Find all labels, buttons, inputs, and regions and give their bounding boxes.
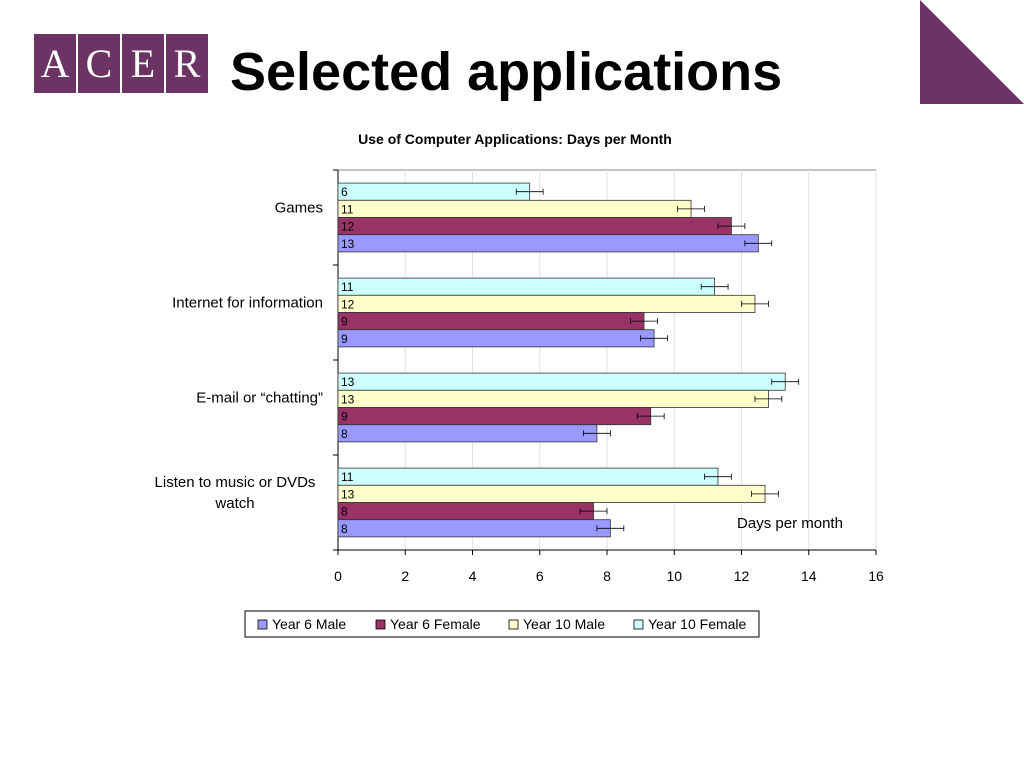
x-tick-label: 6 [536, 568, 544, 584]
acer-logo: A C E R [34, 34, 208, 93]
legend-entry: Year 10 Male [523, 616, 605, 632]
bar [337, 407, 652, 426]
x-tick-label: 10 [666, 568, 682, 584]
logo-letter-c: C [78, 34, 122, 93]
bar [337, 389, 769, 408]
legend-entry: Year 6 Female [390, 616, 481, 632]
data-label: 6 [341, 185, 348, 199]
data-label: 13 [341, 487, 355, 501]
x-tick-label: 2 [401, 568, 409, 584]
legend-box [244, 610, 760, 638]
bar [337, 312, 645, 331]
bar [337, 294, 756, 313]
category-label: Games [275, 200, 323, 217]
legend-entry: Year 10 Female [648, 616, 747, 632]
data-label: 12 [341, 297, 355, 311]
plot-area: 0 2 4 6 8 10 12 14 16 Games 6 11 12 13 Internet for in… [155, 169, 884, 584]
legend-swatch [257, 619, 268, 630]
data-label: 13 [341, 392, 355, 406]
data-label: 8 [341, 522, 348, 536]
corner-triangle-decoration [920, 0, 1024, 104]
data-label: 9 [341, 315, 348, 329]
bar [337, 234, 759, 253]
bar [337, 502, 594, 521]
data-label: 11 [341, 280, 354, 294]
data-label: 11 [341, 470, 354, 484]
bar [337, 484, 766, 503]
bar [337, 519, 611, 538]
legend-entry: Year 6 Male [272, 616, 346, 632]
bar [337, 372, 786, 391]
logo-letter-r: R [173, 41, 201, 86]
x-tick-label: 14 [801, 568, 817, 584]
x-tick-label: 16 [868, 568, 884, 584]
legend-swatch [508, 619, 519, 630]
logo-letter-e: E [122, 34, 166, 93]
category-label: watch [214, 495, 254, 512]
chart-title: Use of Computer Applications: Days per M… [358, 131, 672, 147]
legend: Year 6 Male Year 6 Female Year 10 Male Year… [244, 610, 760, 638]
bar [337, 182, 531, 201]
bar [337, 217, 732, 236]
data-label: 9 [341, 410, 348, 424]
x-tick-label: 0 [334, 568, 342, 584]
bar [337, 424, 598, 443]
data-label: 13 [341, 375, 355, 389]
bar [337, 199, 692, 218]
x-tick-label: 4 [469, 568, 477, 584]
x-tick-label: 12 [734, 568, 750, 584]
data-label: 8 [341, 505, 348, 519]
category-label: E-mail or “chatting” [196, 390, 323, 407]
data-label: 8 [341, 427, 348, 441]
slide-title: Selected applications [230, 42, 783, 102]
bar [337, 467, 719, 486]
x-axis-label: Days per month [737, 515, 843, 532]
bar [337, 277, 716, 296]
x-tick-label: 8 [603, 568, 611, 584]
data-label: 9 [341, 332, 348, 346]
acer-logo-letters: A C E R [34, 34, 208, 93]
bar [337, 329, 655, 348]
category-label: Internet for information [172, 295, 323, 312]
logo-letter-a: A [34, 34, 78, 93]
legend-swatch [375, 619, 386, 630]
data-label: 11 [341, 202, 354, 216]
data-label: 13 [341, 237, 355, 251]
legend-swatch [633, 619, 644, 630]
category-label: Listen to music or DVDs [155, 474, 316, 491]
data-label: 12 [341, 220, 355, 234]
